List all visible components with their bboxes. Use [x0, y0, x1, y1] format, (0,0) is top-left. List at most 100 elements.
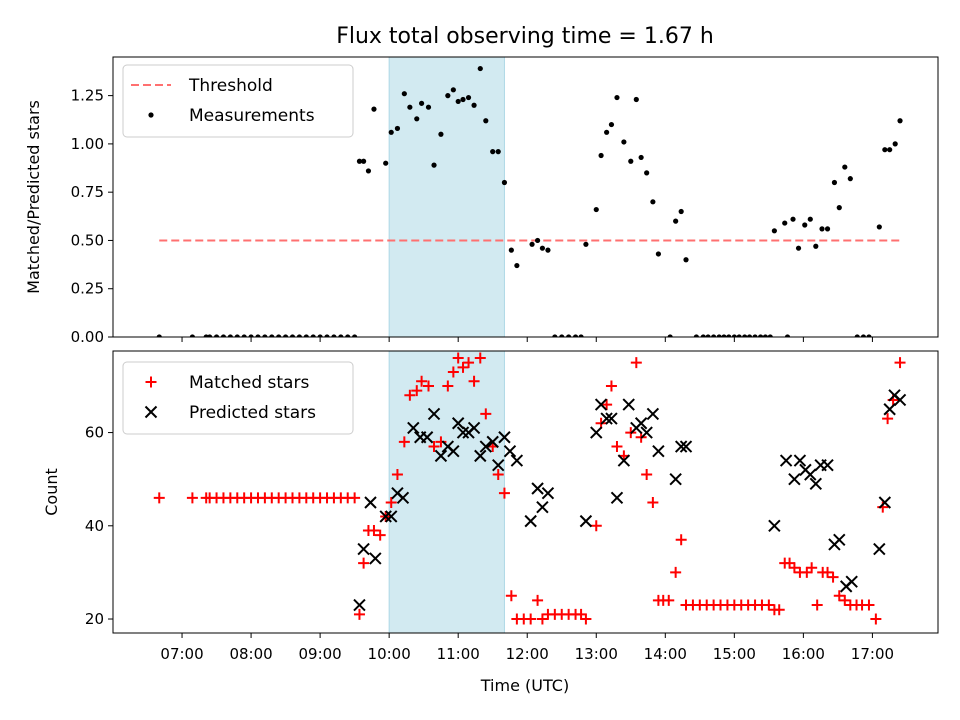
measurement-point: [802, 222, 808, 228]
measurement-point: [394, 125, 401, 132]
measurement-point: [460, 96, 466, 103]
legend-label: Measurements: [189, 106, 315, 126]
measurement-point: [514, 262, 520, 269]
observing-window-shade: [388, 56, 505, 338]
predicted-star-point: [793, 454, 807, 467]
y-tick-label: 0.25: [71, 280, 104, 298]
measurement-point: [790, 216, 796, 222]
measurement-point: [831, 179, 838, 186]
measurement-point: [644, 170, 650, 176]
measurement-point: [860, 334, 867, 337]
x-axis-label: Time (UTC): [480, 676, 569, 695]
predicted-star-point: [541, 486, 555, 500]
predicted-star-point: [451, 417, 465, 430]
measurement-point: [819, 226, 825, 232]
count-plot-frame: [112, 350, 939, 634]
matched-star-point: [590, 520, 602, 532]
x-tick-label: 17:00: [851, 645, 894, 663]
count-x-ticks: 07:00 08:00 09:00 10:00 11:00 12:00 13:00 14:00…: [160, 633, 894, 663]
measurement-point: [673, 218, 679, 224]
matched-star-point: [822, 566, 834, 578]
predicted-star-point: [640, 426, 653, 439]
measurement-point: [638, 154, 644, 161]
count-y-ticks: 20 40 60: [85, 424, 113, 628]
y-tick-label: 0.00: [71, 328, 104, 346]
matched-star-point: [773, 604, 785, 616]
measurement-point: [784, 334, 791, 337]
count-panel: 20 40 60 07:00 08:00 09:00 10:00 11:00 12:00 13:…: [42, 350, 939, 663]
matched-star-point: [827, 571, 839, 583]
measurement-point: [352, 334, 358, 337]
predicted-star-point: [357, 542, 370, 556]
measurement-point: [383, 160, 389, 166]
predicted-star-point: [617, 454, 631, 467]
matched-star-point: [474, 352, 486, 364]
measurement-point: [529, 241, 535, 247]
matched-star-point: [391, 469, 403, 481]
measurement-point: [876, 224, 882, 230]
matched-star-point: [404, 389, 416, 401]
measurement-point: [189, 334, 195, 337]
legend-label: Matched stars: [189, 373, 309, 393]
measurement-point: [866, 334, 872, 337]
matched-star-point: [452, 352, 464, 364]
measurement-point: [752, 334, 758, 337]
predicted-star-point: [498, 431, 511, 444]
measurement-point: [483, 118, 489, 124]
ratio-plot-frame: [112, 56, 939, 338]
measurement-point: [227, 334, 233, 337]
measurement-point: [614, 94, 620, 101]
x-tick-label: 14:00: [644, 645, 687, 663]
measurement-point: [361, 158, 367, 164]
matched-star-point: [480, 408, 492, 420]
measurement-point: [552, 334, 558, 337]
measurement-point: [471, 102, 477, 108]
legend-matched-swatch: [145, 376, 157, 388]
measurement-point: [897, 118, 903, 124]
measurement-point: [477, 65, 483, 72]
matched-star-point: [368, 524, 380, 536]
predicted-star-point: [768, 519, 781, 533]
predicted-star-point: [605, 412, 618, 425]
measurement-point: [598, 152, 604, 159]
predicted-star-point: [873, 542, 886, 556]
measurement-point: [418, 100, 425, 106]
matched-star-point: [468, 375, 480, 387]
predicted-star-point: [788, 472, 801, 486]
measurement-point: [356, 158, 363, 164]
measurement-point: [782, 220, 788, 226]
measurement-point: [255, 334, 261, 337]
measurement-point: [572, 334, 579, 337]
measurement-point: [757, 334, 764, 337]
matched-star-point: [611, 441, 623, 453]
measurement-point: [269, 334, 275, 337]
x-tick-label: 13:00: [575, 645, 618, 663]
measurement-point: [824, 226, 831, 232]
predicted-star-point: [883, 403, 896, 416]
legend-label: Predicted stars: [189, 403, 316, 423]
measurement-point: [401, 91, 407, 97]
predicted-star-point: [579, 514, 593, 528]
measurement-point: [593, 206, 599, 213]
y-tick-label: 0.75: [71, 183, 104, 201]
measurement-point: [608, 121, 615, 128]
predicted-star-point: [456, 426, 470, 439]
matched-star-point: [605, 380, 617, 392]
predicted-star-point: [833, 533, 846, 546]
predicted-star-point: [503, 445, 517, 458]
matched-star-point: [788, 562, 800, 574]
measurement-point: [887, 147, 893, 153]
predicted-star-point: [594, 398, 608, 411]
ratio-panel: 0.00 0.25 0.50 0.75 1.00 1.25 Matched/Predict…: [24, 56, 939, 346]
measurement-point: [431, 162, 437, 168]
shaded-span: [388, 350, 505, 634]
measurement-point: [388, 129, 394, 135]
measurement-point: [882, 147, 888, 153]
predicted-star-point: [809, 477, 823, 491]
measurement-point: [276, 334, 282, 337]
measurement-point: [234, 334, 240, 337]
measurement-point: [700, 334, 706, 337]
measurement-point: [262, 334, 268, 337]
measurement-point: [241, 334, 247, 337]
